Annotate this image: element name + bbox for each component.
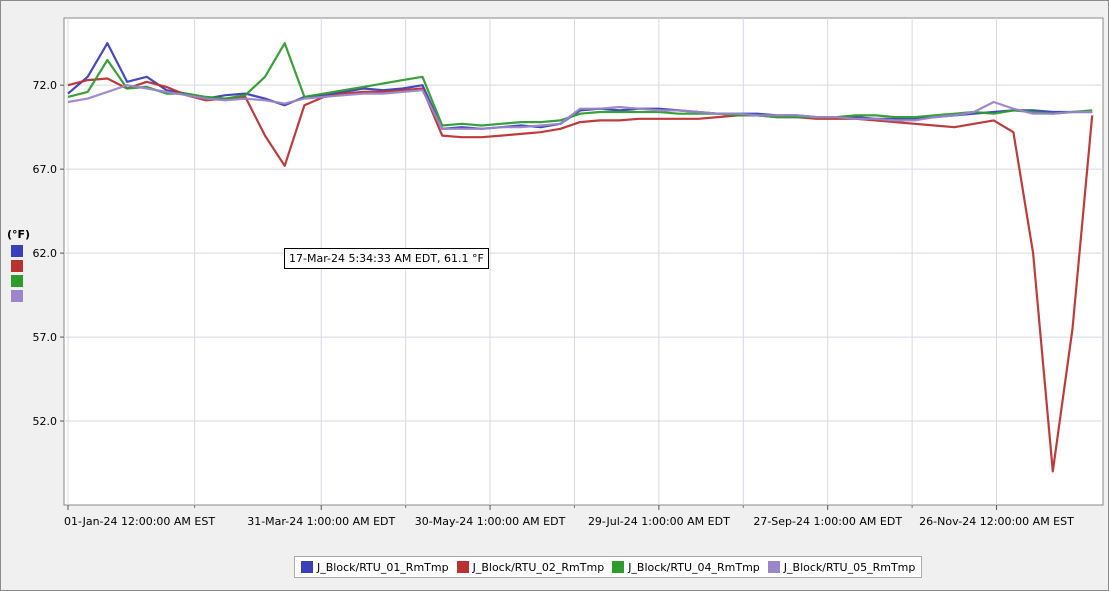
y-axis-unit-label: (°F)	[7, 228, 31, 241]
x-tick-label: 31-Mar-24 1:00:00 AM EDT	[247, 515, 395, 528]
y-tick-label: 57.0	[33, 331, 58, 344]
legend-label: J_Block/RTU_05_RmTmp	[783, 560, 916, 574]
legend-item[interactable]: J_Block/RTU_04_RmTmp	[612, 561, 760, 574]
series-line	[67, 84, 1093, 130]
y-axis-series-swatch-2	[11, 260, 23, 272]
y-tick-label: 72.0	[33, 79, 58, 92]
series-lines	[67, 42, 1094, 473]
plot-area	[63, 17, 1104, 506]
legend: J_Block/RTU_01_RmTmp J_Block/RTU_02_RmTm…	[294, 556, 923, 578]
x-tick-label: 30-May-24 1:00:00 AM EDT	[415, 515, 566, 528]
legend-label: J_Block/RTU_02_RmTmp	[472, 560, 605, 574]
legend-swatch	[456, 561, 469, 573]
y-axis-series-swatch-4	[11, 290, 23, 302]
grid	[64, 18, 1103, 505]
y-tick-label: 62.0	[33, 247, 58, 260]
data-tooltip: 17-Mar-24 5:34:33 AM EDT, 61.1 °F	[284, 248, 489, 269]
y-tick-label: 52.0	[33, 415, 58, 428]
x-tick-label: 29-Jul-24 1:00:00 AM EDT	[588, 515, 730, 528]
legend-label: J_Block/RTU_01_RmTmp	[317, 560, 449, 574]
legend-item[interactable]: J_Block/RTU_05_RmTmp	[767, 560, 916, 574]
axes: 52.0 57.0 62.0 67.0 72.0 01-Jan-24 12:00:00 A…	[33, 79, 1075, 528]
legend-item[interactable]: J_Block/RTU_02_RmTmp	[456, 560, 605, 574]
x-tick-label: 26-Nov-24 12:00:00 AM EST	[919, 515, 1074, 528]
legend-label: J_Block/RTU_04_RmTmp	[628, 560, 760, 574]
x-tick-label: 01-Jan-24 12:00:00 AM EST	[64, 515, 215, 528]
y-tick-label: 67.0	[33, 163, 58, 176]
legend-swatch	[301, 561, 313, 573]
series-line	[67, 77, 1094, 473]
x-tick-label: 27-Sep-24 1:00:00 AM EDT	[753, 515, 902, 528]
legend-swatch	[767, 561, 780, 573]
y-axis-series-swatch-1	[11, 245, 23, 257]
series-line	[67, 42, 1093, 127]
y-axis-series-swatch-3	[11, 275, 23, 287]
legend-item[interactable]: J_Block/RTU_01_RmTmp	[301, 561, 449, 574]
legend-swatch	[612, 561, 625, 573]
